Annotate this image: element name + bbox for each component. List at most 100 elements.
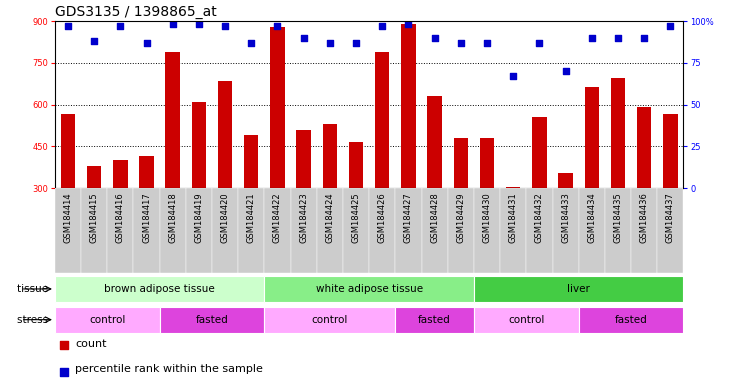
- Text: white adipose tissue: white adipose tissue: [316, 284, 423, 294]
- Point: [403, 22, 414, 28]
- Point: [350, 40, 362, 46]
- Bar: [186, 188, 212, 273]
- Text: GSM184415: GSM184415: [90, 192, 99, 243]
- Text: GSM184421: GSM184421: [247, 192, 256, 243]
- Text: GSM184430: GSM184430: [482, 192, 491, 243]
- Bar: [140, 156, 154, 188]
- Bar: [375, 52, 390, 188]
- Point: [560, 68, 572, 74]
- Bar: [265, 276, 474, 302]
- Text: control: control: [89, 314, 126, 325]
- Bar: [637, 108, 651, 188]
- Bar: [322, 124, 337, 188]
- Bar: [454, 138, 468, 188]
- Bar: [192, 102, 206, 188]
- Point: [612, 35, 624, 41]
- Bar: [61, 114, 75, 188]
- Bar: [55, 276, 265, 302]
- Point: [167, 22, 178, 28]
- Bar: [631, 188, 657, 273]
- Text: GSM184420: GSM184420: [221, 192, 230, 243]
- Text: GSM184422: GSM184422: [273, 192, 282, 243]
- Text: GSM184416: GSM184416: [115, 192, 125, 243]
- Bar: [480, 138, 494, 188]
- Bar: [611, 78, 625, 188]
- Text: GSM184417: GSM184417: [142, 192, 151, 243]
- Point: [324, 40, 336, 46]
- Bar: [133, 188, 159, 273]
- Text: GSM184433: GSM184433: [561, 192, 570, 243]
- Bar: [212, 188, 238, 273]
- Text: tissue: tissue: [17, 284, 51, 294]
- Bar: [317, 188, 343, 273]
- Text: GSM184434: GSM184434: [587, 192, 596, 243]
- Text: GSM184437: GSM184437: [666, 192, 675, 243]
- Bar: [506, 187, 520, 188]
- Bar: [422, 188, 447, 273]
- Bar: [585, 86, 599, 188]
- Point: [115, 23, 126, 29]
- Bar: [244, 135, 259, 188]
- Text: GSM184418: GSM184418: [168, 192, 177, 243]
- Text: GSM184414: GSM184414: [64, 192, 72, 243]
- Point: [246, 40, 257, 46]
- Bar: [558, 173, 573, 188]
- Bar: [87, 166, 102, 188]
- Bar: [474, 188, 500, 273]
- Bar: [343, 188, 369, 273]
- Text: fasted: fasted: [418, 314, 451, 325]
- Point: [219, 23, 231, 29]
- Bar: [369, 188, 395, 273]
- Bar: [165, 52, 180, 188]
- Text: percentile rank within the sample: percentile rank within the sample: [75, 364, 263, 374]
- Point: [62, 23, 74, 29]
- Point: [507, 73, 519, 79]
- Text: stress: stress: [17, 314, 51, 325]
- Bar: [395, 188, 422, 273]
- Bar: [428, 96, 442, 188]
- Bar: [297, 130, 311, 188]
- Text: GSM184436: GSM184436: [640, 192, 648, 243]
- Point: [376, 23, 388, 29]
- Bar: [159, 307, 265, 333]
- Point: [193, 22, 205, 28]
- Bar: [605, 188, 631, 273]
- Point: [88, 38, 100, 44]
- Point: [256, 243, 268, 249]
- Text: GSM184426: GSM184426: [378, 192, 387, 243]
- Text: GSM184429: GSM184429: [456, 192, 466, 243]
- Bar: [218, 81, 232, 188]
- Text: GSM184427: GSM184427: [404, 192, 413, 243]
- Bar: [107, 188, 133, 273]
- Bar: [290, 188, 317, 273]
- Bar: [474, 307, 579, 333]
- Bar: [553, 188, 579, 273]
- Text: GSM184424: GSM184424: [325, 192, 334, 243]
- Bar: [113, 161, 127, 188]
- Text: GSM184435: GSM184435: [613, 192, 623, 243]
- Text: control: control: [508, 314, 545, 325]
- Point: [256, 2, 268, 8]
- Bar: [579, 188, 605, 273]
- Bar: [526, 188, 553, 273]
- Text: GSM184431: GSM184431: [509, 192, 518, 243]
- Bar: [265, 307, 395, 333]
- Bar: [395, 307, 474, 333]
- Text: control: control: [311, 314, 348, 325]
- Text: liver: liver: [567, 284, 590, 294]
- Bar: [55, 307, 159, 333]
- Text: fasted: fasted: [196, 314, 228, 325]
- Bar: [579, 307, 683, 333]
- Bar: [532, 117, 547, 188]
- Point: [140, 40, 152, 46]
- Bar: [349, 142, 363, 188]
- Bar: [474, 276, 683, 302]
- Bar: [159, 188, 186, 273]
- Point: [586, 35, 598, 41]
- Point: [298, 35, 309, 41]
- Text: GSM184423: GSM184423: [299, 192, 308, 243]
- Text: GSM184425: GSM184425: [352, 192, 360, 243]
- Text: fasted: fasted: [615, 314, 648, 325]
- Text: GDS3135 / 1398865_at: GDS3135 / 1398865_at: [55, 5, 216, 19]
- Text: GSM184432: GSM184432: [535, 192, 544, 243]
